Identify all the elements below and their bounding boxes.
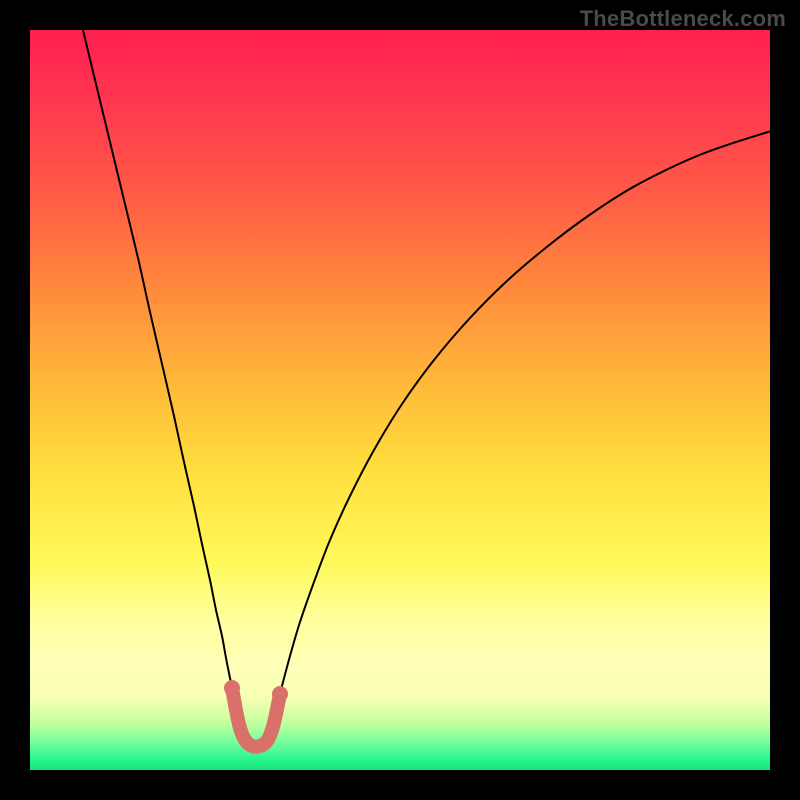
chart-outer-frame: TheBottleneck.com [0,0,800,800]
plot-area [30,30,770,770]
watermark-text: TheBottleneck.com [580,6,786,32]
gradient-background [30,30,770,770]
